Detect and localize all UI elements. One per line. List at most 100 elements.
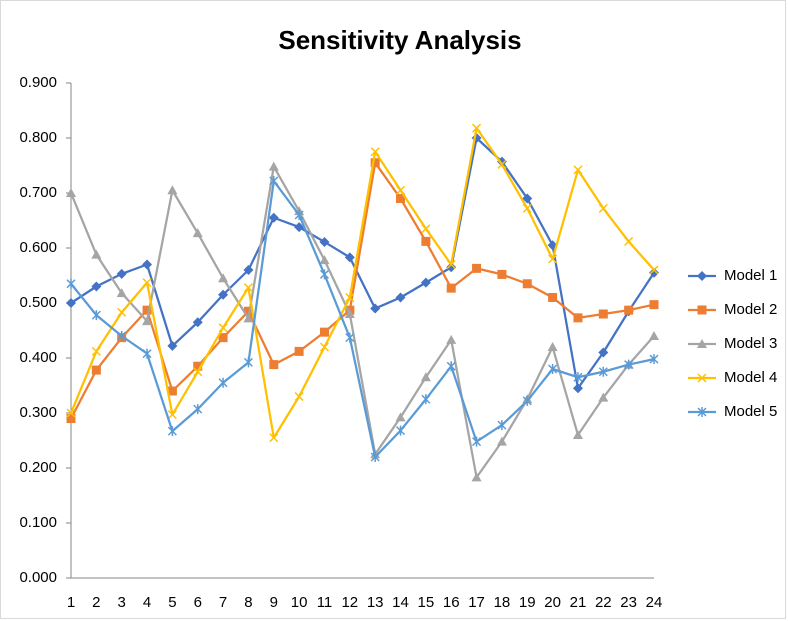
data-point (319, 255, 330, 265)
data-point (345, 292, 355, 303)
x-tick-label: 7 (219, 594, 227, 611)
data-point (142, 316, 153, 326)
y-tick-label: 0.100 (19, 514, 57, 531)
data-point (66, 278, 76, 289)
data-point (522, 203, 532, 213)
data-point (624, 236, 634, 246)
data-point (193, 367, 203, 377)
data-point (446, 334, 457, 344)
data-point (142, 278, 152, 288)
data-point (472, 123, 482, 133)
x-tick-label: 8 (244, 594, 252, 611)
data-point (319, 342, 330, 352)
data-point (91, 346, 101, 356)
data-point (344, 252, 355, 263)
data-point (218, 333, 228, 343)
x-tick-label: 23 (620, 594, 637, 611)
legend-label: Model 5 (724, 403, 777, 420)
data-point (243, 265, 254, 275)
data-point (243, 306, 253, 316)
y-tick-label: 0.500 (19, 294, 57, 311)
data-point (269, 175, 279, 186)
data-point (91, 249, 102, 259)
data-point (117, 331, 127, 341)
data-point (167, 410, 177, 420)
data-point (624, 359, 634, 370)
y-tick-label: 0.300 (19, 404, 57, 421)
data-point (649, 265, 659, 275)
data-point (294, 346, 304, 356)
legend-label: Model 1 (724, 267, 777, 284)
data-point (421, 236, 431, 246)
y-tick-label: 0.800 (19, 129, 57, 146)
data-point (345, 332, 355, 343)
data-point (548, 254, 558, 264)
data-point (547, 342, 558, 351)
data-point (218, 289, 229, 300)
x-tick-label: 24 (646, 594, 663, 611)
data-point (344, 309, 355, 318)
data-point (472, 263, 482, 273)
x-tick-label: 18 (494, 594, 511, 611)
data-point (446, 361, 456, 372)
legend-marker (697, 305, 707, 315)
x-tick-label: 9 (270, 594, 278, 611)
data-point (446, 259, 456, 270)
data-point (420, 277, 431, 288)
data-point (218, 323, 228, 333)
data-point (66, 298, 76, 308)
data-point (572, 430, 583, 439)
data-point (497, 420, 507, 431)
data-point (598, 392, 609, 402)
data-point (446, 262, 457, 273)
data-point (243, 357, 253, 368)
data-point (497, 159, 507, 169)
data-point (446, 283, 456, 293)
data-point (142, 305, 152, 315)
data-point (319, 236, 330, 247)
data-point (497, 269, 507, 279)
series-line (70, 136, 655, 390)
data-point (548, 293, 558, 302)
data-point (573, 165, 583, 175)
x-tick-label: 2 (92, 594, 100, 611)
data-point (167, 340, 178, 351)
data-point (598, 366, 608, 377)
data-point (167, 185, 178, 195)
series-line (69, 126, 655, 439)
data-point (66, 408, 76, 418)
x-tick-label: 5 (168, 594, 176, 611)
x-tick-label: 14 (392, 594, 409, 611)
data-point (522, 279, 532, 289)
data-point (573, 372, 583, 383)
data-point (193, 404, 203, 415)
data-point (420, 372, 431, 382)
data-point (649, 267, 659, 278)
data-point (395, 425, 406, 436)
data-point (167, 386, 177, 396)
data-point (218, 377, 228, 388)
data-point (66, 188, 76, 197)
x-tick-label: 21 (570, 594, 587, 611)
x-tick-label: 19 (519, 594, 536, 611)
data-point (116, 288, 127, 298)
x-tick-label: 6 (194, 594, 202, 611)
x-tick-label: 13 (367, 594, 384, 611)
chart-title: Sensitivity Analysis (278, 25, 521, 55)
data-point (218, 273, 229, 283)
data-point (421, 224, 431, 234)
data-point (269, 433, 279, 443)
series-line (70, 179, 655, 459)
data-point (573, 313, 583, 323)
legend-label: Model 2 (724, 301, 777, 318)
data-point (167, 426, 177, 437)
x-tick-label: 17 (468, 594, 485, 611)
data-point (472, 436, 482, 447)
data-point (370, 158, 380, 168)
y-tick-label: 0.900 (19, 74, 57, 91)
x-tick-label: 11 (317, 594, 333, 611)
data-point (268, 212, 279, 223)
legend-marker (697, 339, 707, 348)
data-point (496, 436, 507, 446)
